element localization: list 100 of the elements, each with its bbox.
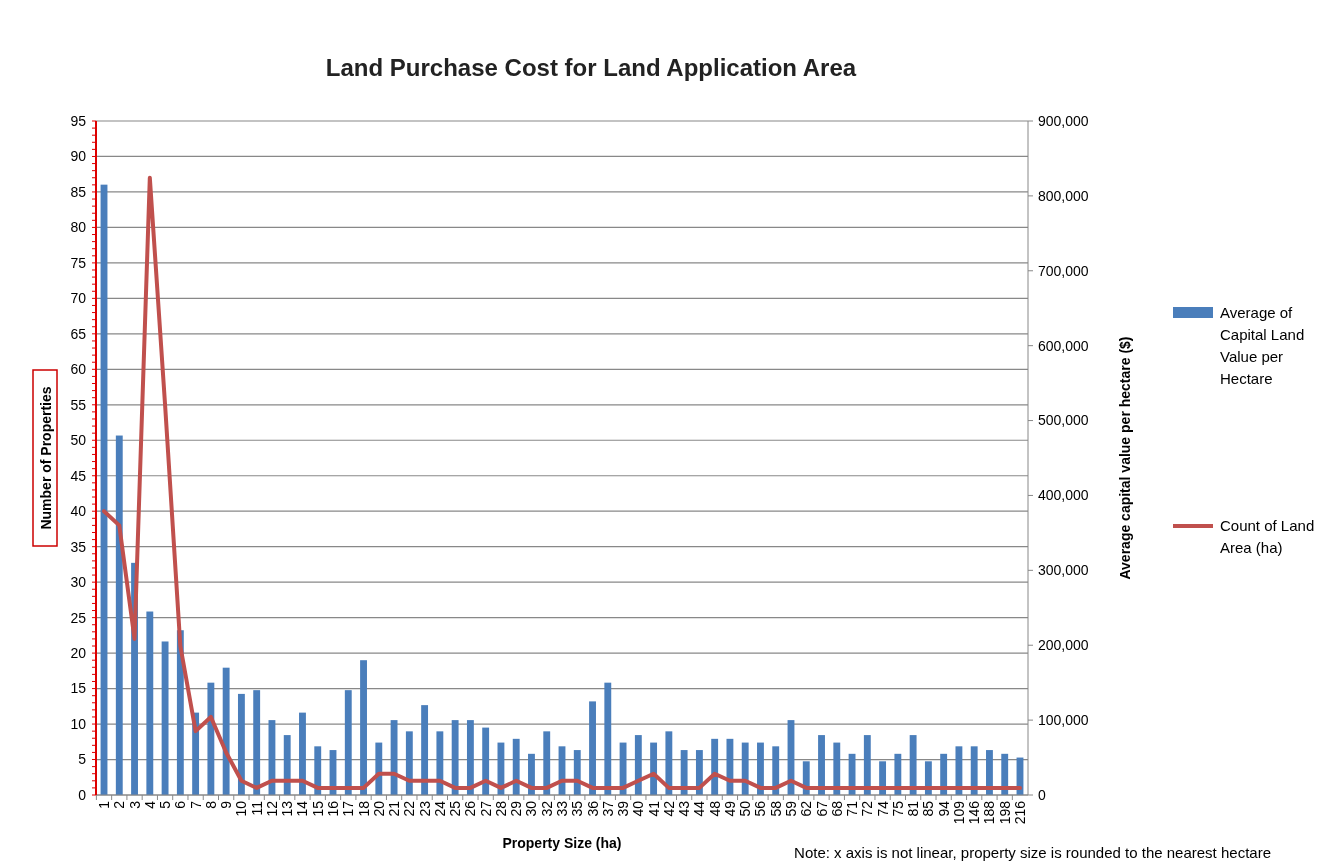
x-tick-label: 50 bbox=[737, 800, 754, 817]
x-tick-label: 67 bbox=[813, 800, 830, 817]
x-tick-label: 25 bbox=[447, 800, 464, 817]
y-tick-label: 55 bbox=[70, 396, 87, 413]
y-tick-label: 50 bbox=[70, 432, 87, 449]
x-tick-label: 40 bbox=[630, 800, 647, 817]
text: Note: x axis is not linear, property size is rounded to the nearest hectare bbox=[794, 844, 1271, 861]
x-tick-label: 27 bbox=[477, 800, 494, 817]
y-tick-label: 95 bbox=[70, 112, 87, 129]
x-tick-label: 5 bbox=[157, 800, 174, 809]
x-tick-label: 146 bbox=[966, 800, 983, 825]
x-tick-label: 56 bbox=[752, 800, 769, 817]
chart-title: Land Purchase Cost for Land Application Area bbox=[325, 54, 857, 81]
y-tick-label: 15 bbox=[70, 680, 87, 697]
bar bbox=[237, 693, 245, 795]
bar bbox=[711, 738, 719, 795]
y-tick-label: 20 bbox=[70, 645, 87, 662]
bar bbox=[344, 690, 352, 795]
x-tick-label: 13 bbox=[279, 800, 296, 817]
y-tick-label: 85 bbox=[70, 183, 87, 200]
bar bbox=[726, 738, 734, 795]
y-tick-label: 45 bbox=[70, 467, 87, 484]
y2-tick-label: 0 bbox=[1038, 786, 1046, 803]
y2-tick-label: 100,000 bbox=[1038, 712, 1089, 729]
y2-axis-title: Average capital value per hectare ($) bbox=[1116, 336, 1133, 580]
bar bbox=[253, 690, 261, 795]
x-tick-label: 17 bbox=[340, 800, 357, 817]
y-tick-label: 60 bbox=[70, 361, 87, 378]
x-tick-label: 216 bbox=[1011, 800, 1028, 825]
x-tick-label: 85 bbox=[920, 800, 937, 817]
x-tick-label: 198 bbox=[996, 800, 1013, 825]
x-tick-label: 58 bbox=[767, 800, 784, 817]
bar bbox=[207, 682, 215, 795]
bar bbox=[436, 731, 444, 795]
x-tick-label: 9 bbox=[218, 800, 235, 809]
x-tick-label: 7 bbox=[187, 800, 204, 809]
x-tick-label: 71 bbox=[844, 800, 861, 817]
y2-tick-label: 900,000 bbox=[1038, 112, 1089, 129]
bar bbox=[360, 660, 367, 795]
y-tick-label: 35 bbox=[70, 538, 87, 555]
x-axis-title: Property Size (ha) bbox=[502, 835, 622, 851]
x-tick-label: 28 bbox=[492, 800, 509, 817]
y-tick-label: 80 bbox=[70, 219, 87, 236]
y-tick-label: 65 bbox=[70, 325, 87, 342]
bar bbox=[405, 731, 413, 795]
x-tick-label: 35 bbox=[569, 800, 586, 817]
legend-label: Count of Land Area (ha) bbox=[1220, 517, 1315, 557]
y-axis-title: Number of Properties bbox=[37, 386, 54, 530]
bar bbox=[665, 731, 673, 795]
bar bbox=[573, 750, 581, 795]
x-tick-label: 81 bbox=[905, 800, 922, 817]
line-series bbox=[102, 175, 1022, 790]
bar bbox=[863, 735, 871, 795]
x-tick-label: 11 bbox=[248, 800, 265, 816]
bar bbox=[909, 735, 917, 795]
x-tick-label: 48 bbox=[706, 800, 723, 817]
y-tick-label: 0 bbox=[78, 786, 87, 803]
y2-tick-label: 500,000 bbox=[1038, 412, 1089, 429]
bar bbox=[146, 611, 154, 795]
bar bbox=[634, 735, 642, 795]
x-tick-label: 2 bbox=[111, 800, 128, 809]
y2-tick-label: 300,000 bbox=[1038, 562, 1089, 579]
bar bbox=[222, 667, 230, 795]
x-tick-label: 29 bbox=[508, 800, 525, 817]
y-tick-label: 70 bbox=[70, 290, 87, 307]
x-tick-label: 188 bbox=[981, 800, 998, 825]
x-tick-label: 36 bbox=[584, 800, 601, 817]
x-tick-label: 49 bbox=[721, 800, 738, 817]
x-tick-label: 3 bbox=[126, 800, 143, 809]
bar bbox=[299, 712, 306, 795]
y2-tick-label: 700,000 bbox=[1038, 262, 1089, 279]
x-tick-label: 24 bbox=[431, 800, 448, 817]
x-tick-label: 18 bbox=[355, 800, 372, 817]
legend-label: Average of Capital Land Value per Hectare bbox=[1220, 304, 1305, 388]
bar bbox=[390, 720, 398, 795]
y2-tick-label: 600,000 bbox=[1038, 337, 1089, 354]
x-tick-label: 37 bbox=[599, 800, 616, 817]
x-tick-label: 21 bbox=[386, 800, 403, 817]
x-tick-label: 68 bbox=[828, 800, 845, 817]
y-tick-label: 75 bbox=[70, 254, 87, 271]
bar bbox=[589, 701, 596, 795]
bar bbox=[543, 731, 551, 795]
x-tick-label: 32 bbox=[538, 800, 555, 817]
x-tick-label: 42 bbox=[660, 800, 677, 817]
x-tick-label: 94 bbox=[935, 800, 952, 817]
bar bbox=[818, 735, 825, 795]
y2-tick-label: 800,000 bbox=[1038, 187, 1089, 204]
x-tick-label: 15 bbox=[309, 800, 326, 817]
x-tick-label: 43 bbox=[676, 800, 693, 817]
bar bbox=[970, 746, 978, 795]
y2-tick-label: 200,000 bbox=[1038, 637, 1089, 654]
bar bbox=[466, 720, 474, 795]
x-tick-label: 23 bbox=[416, 800, 433, 817]
x-tick-label: 59 bbox=[782, 800, 799, 817]
x-tick-label: 26 bbox=[462, 800, 479, 817]
bar bbox=[482, 727, 490, 795]
bar bbox=[741, 742, 749, 795]
bar bbox=[512, 738, 520, 795]
x-tick-label: 12 bbox=[263, 800, 280, 817]
bar bbox=[161, 641, 169, 795]
